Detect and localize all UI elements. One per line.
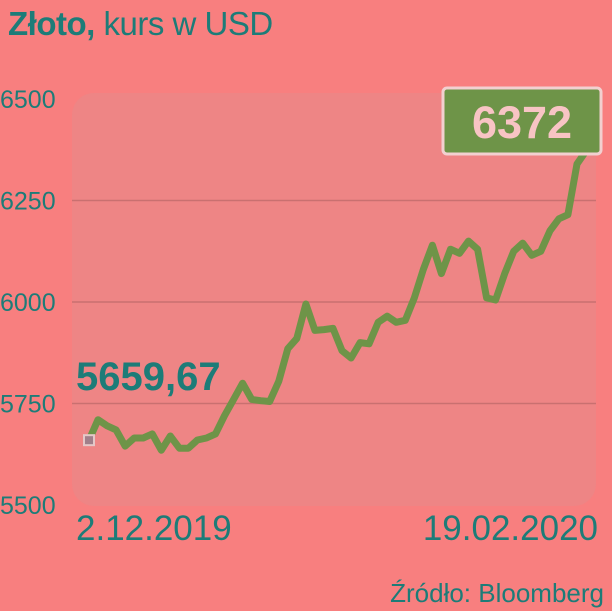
- source-note: Źródło: Bloomberg: [390, 578, 604, 608]
- y-tick-label: 6500: [0, 86, 56, 114]
- y-tick-label: 5500: [0, 492, 56, 520]
- chart-title-bold: Złoto,: [8, 5, 95, 42]
- y-tick-label: 5750: [0, 391, 56, 419]
- start-point-marker: [83, 434, 95, 447]
- series-line: [85, 147, 590, 454]
- x-tick-label-end: 19.02.2020: [423, 509, 598, 548]
- start-value-label: 5659,67: [76, 355, 221, 399]
- gridlines: [72, 199, 596, 405]
- y-tick-label: 6250: [0, 188, 56, 216]
- x-tick-label-start: 2.12.2019: [76, 509, 232, 548]
- y-tick-label: 6000: [0, 289, 56, 317]
- chart-title: Złoto, kurs w USD: [8, 4, 273, 44]
- y-axis: 5500 5750 6000 6250 6500: [0, 86, 56, 520]
- end-value-label: 6372: [472, 97, 572, 148]
- chart-title-rest: kurs w USD: [94, 5, 273, 42]
- end-value-badge: [441, 86, 603, 156]
